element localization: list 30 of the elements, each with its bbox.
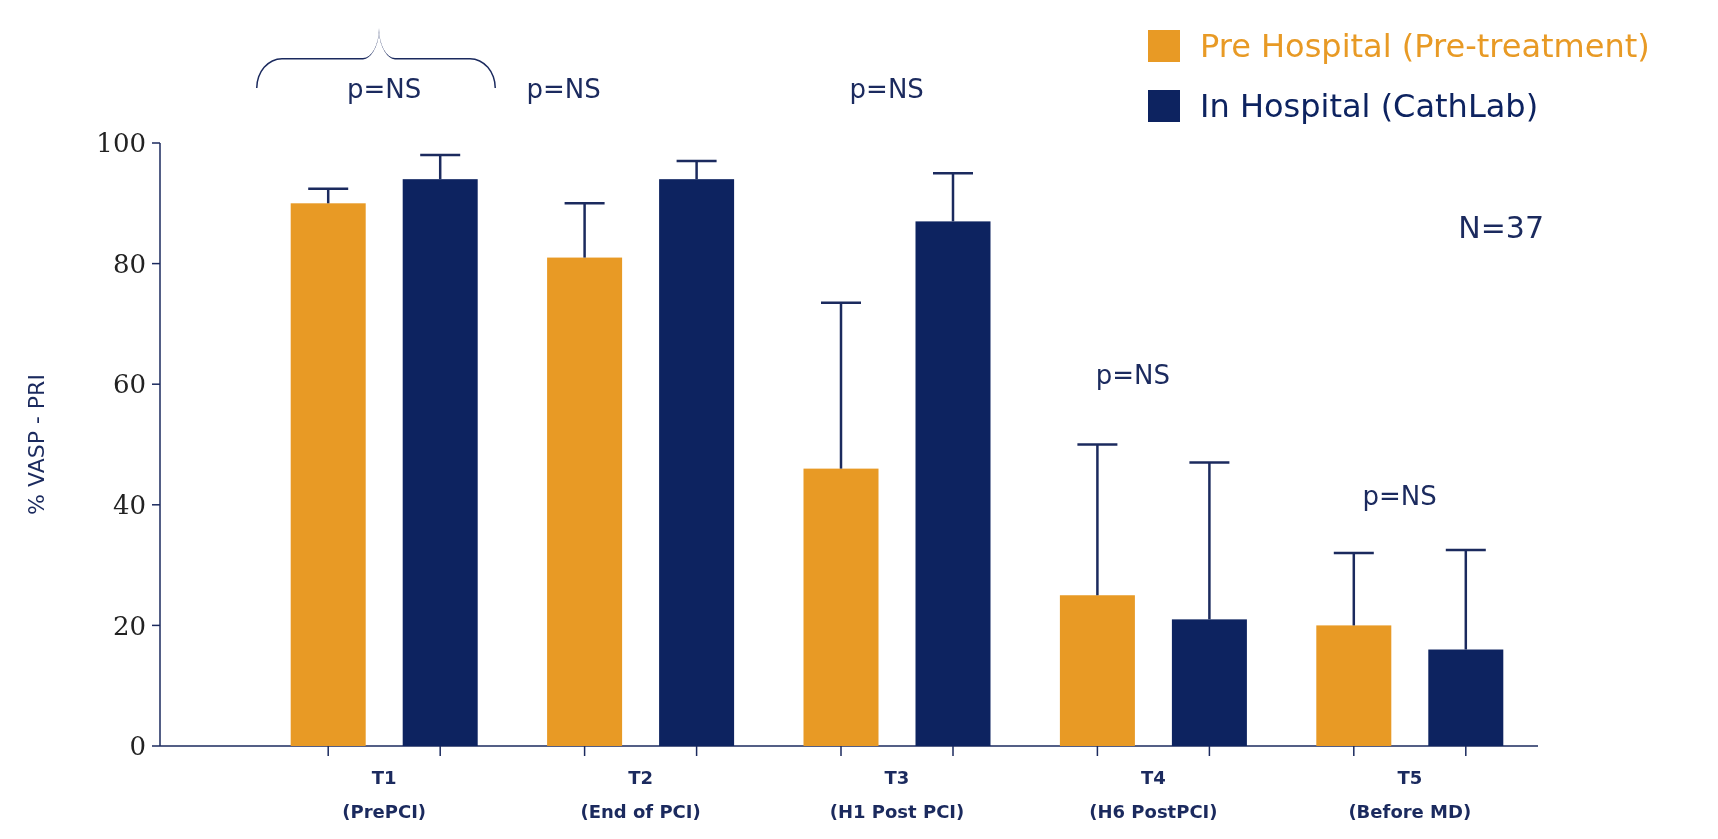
bar xyxy=(1428,649,1504,746)
bar xyxy=(803,468,879,746)
annotation: p=NS xyxy=(1095,360,1171,390)
bar xyxy=(547,257,623,746)
bar xyxy=(1316,625,1392,746)
annotation: p=NS xyxy=(1362,481,1437,511)
bar xyxy=(659,179,735,746)
text: p=NS xyxy=(347,74,422,104)
y-tick-label: 100 xyxy=(96,128,146,159)
legend-label: Pre Hospital (Pre-treatment) xyxy=(1200,27,1650,66)
text: p=NS xyxy=(526,74,601,104)
legend-label: In Hospital (CathLab) xyxy=(1200,87,1539,126)
y-tick-label: 40 xyxy=(112,489,146,520)
bar xyxy=(290,203,366,746)
y-tick-label: 60 xyxy=(112,369,146,400)
x-tick-label: T4 (H6 PostPCI) xyxy=(1089,767,1218,822)
annotation: N=37 xyxy=(1458,210,1544,245)
x-tick-label: T1 (PrePCI) xyxy=(342,767,427,822)
y-tick-label: 0 xyxy=(129,731,146,762)
x-tick-label: T5 (Before MD) xyxy=(1348,767,1472,822)
x-tick-label: T2 (End of PCI) xyxy=(580,767,701,822)
y-axis-title: % VASP - PRI xyxy=(23,374,49,515)
x-tick-label: T3 (H1 Post PCI) xyxy=(829,767,965,822)
bar xyxy=(915,221,991,746)
text: p=NS xyxy=(849,74,924,104)
bar xyxy=(1059,595,1135,746)
y-tick-label: 80 xyxy=(112,248,146,279)
y-tick-label: 20 xyxy=(112,610,146,641)
bar xyxy=(1171,619,1247,746)
bar xyxy=(402,179,478,746)
